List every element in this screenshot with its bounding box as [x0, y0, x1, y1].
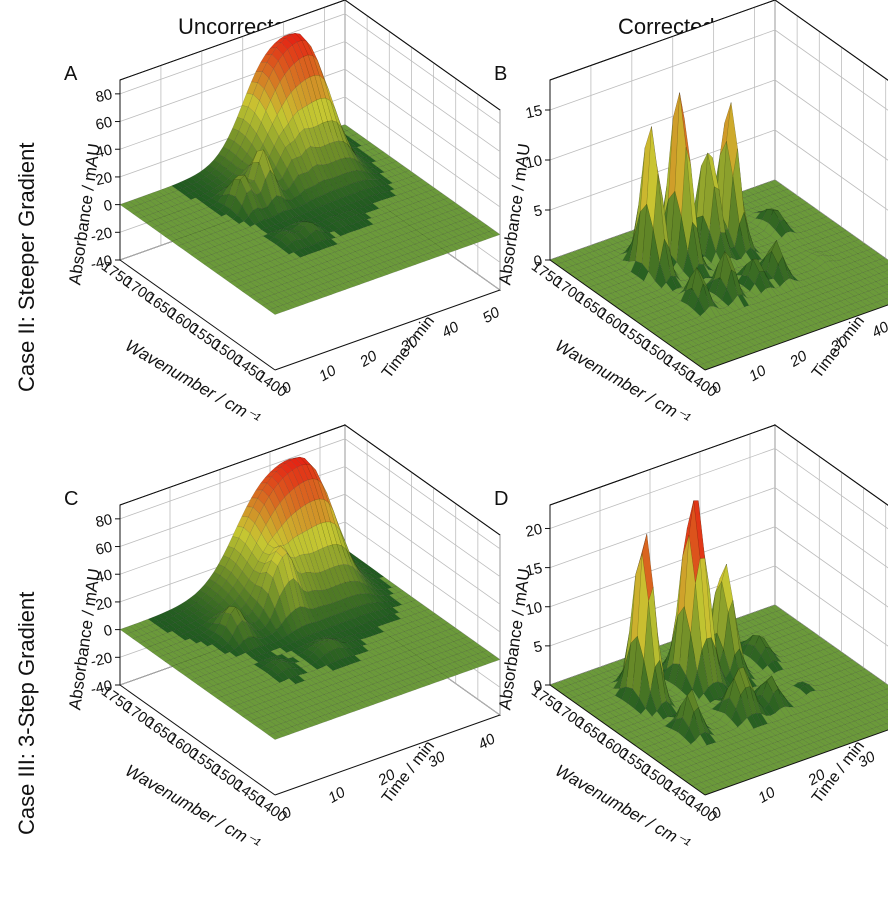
- row-title-case-iii: Case III: 3-Step Gradient: [14, 592, 40, 835]
- surface-svg: -40-200204060801750170016501600155015001…: [40, 55, 480, 480]
- z-axis-label: Absorbance / mAU: [495, 567, 534, 711]
- time-tick-label: 10: [325, 783, 349, 806]
- z-tick-label: 5: [532, 638, 544, 656]
- time-tick-label: 40: [869, 318, 888, 341]
- x-axis-label: Wavenumber / cm⁻¹: [122, 761, 264, 854]
- z-tick-label: -20: [89, 224, 114, 245]
- time-tick-label: 40: [439, 318, 463, 341]
- z-tick-label: 0: [102, 197, 114, 215]
- surface-svg: 0510151750170016501600155015001450140001…: [470, 55, 888, 480]
- y-axis-label: Time / min: [379, 313, 438, 382]
- z-tick-label: 60: [94, 114, 114, 134]
- x-axis-label: Wavenumber / cm⁻¹: [552, 336, 694, 429]
- z-tick-label: -20: [89, 649, 114, 670]
- z-tick-label: 80: [94, 86, 114, 106]
- time-tick-label: 20: [786, 347, 810, 371]
- z-tick-label: 60: [94, 539, 114, 559]
- x-axis-label: Wavenumber / cm⁻¹: [122, 336, 264, 429]
- z-axis-label: Absorbance / mAU: [495, 142, 534, 286]
- z-tick-label: 80: [94, 511, 114, 531]
- panel-label-c: C: [64, 488, 78, 511]
- panel-label-a: A: [64, 63, 77, 86]
- z-tick-label: 15: [524, 102, 544, 122]
- surface-svg: 0510152017501700165016001550150014501400…: [470, 480, 888, 905]
- z-tick-label: 0: [102, 622, 114, 640]
- time-tick-label: 10: [316, 362, 340, 385]
- row-title-case-ii: Case II: Steeper Gradient: [14, 143, 40, 392]
- z-tick-label: 20: [524, 521, 544, 541]
- time-tick-label: 20: [356, 347, 380, 371]
- panel-label-d: D: [494, 488, 508, 511]
- panel-label-b: B: [494, 63, 507, 86]
- surface-svg: -40-200204060801750170016501600155015001…: [40, 480, 480, 905]
- z-tick-label: 5: [532, 202, 544, 220]
- time-tick-label: 10: [746, 362, 770, 385]
- time-tick-label: 10: [755, 783, 779, 806]
- x-axis-label: Wavenumber / cm⁻¹: [552, 761, 694, 854]
